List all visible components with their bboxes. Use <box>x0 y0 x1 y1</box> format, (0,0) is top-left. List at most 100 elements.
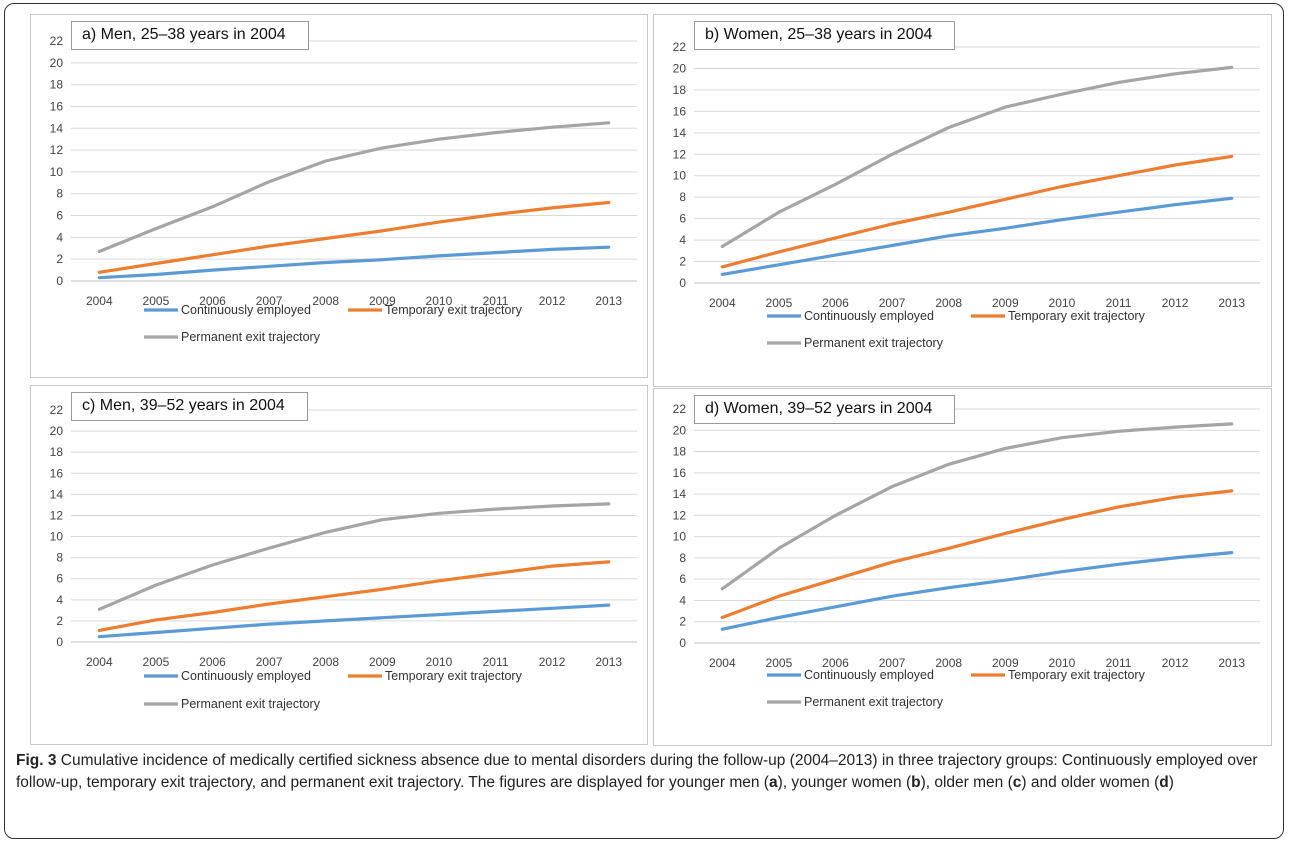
chart-c-y-tick-label: 18 <box>50 445 64 459</box>
chart-c-y-tick-label: 6 <box>56 572 63 586</box>
chart-a-x-tick-label: 2012 <box>539 294 566 308</box>
chart-b-x-tick-label: 2005 <box>766 296 793 310</box>
chart-c-x-tick-label: 2011 <box>483 655 509 669</box>
chart-a-y-tick-label: 22 <box>50 34 64 48</box>
chart-c-x-tick-label: 2013 <box>595 655 622 669</box>
chart-c-x-tick-label: 2012 <box>539 655 566 669</box>
chart-b-title: b) Women, 25–38 years in 2004 <box>694 21 956 50</box>
chart-d-legend-label-continuous: Continuously employed <box>804 668 934 682</box>
caption-text-5: ) <box>1168 773 1174 791</box>
chart-a-x-tick-label: 2004 <box>86 294 113 308</box>
chart-d-x-tick-label: 2009 <box>992 656 1019 670</box>
chart-d-y-tick-label: 8 <box>679 551 686 565</box>
chart-c-x-tick-label: 2004 <box>86 655 113 669</box>
chart-d-y-tick-label: 10 <box>673 530 687 544</box>
chart-a-x-tick-label: 2005 <box>143 294 170 308</box>
chart-b-x-tick-label: 2004 <box>709 296 736 310</box>
chart-b-x-tick-label: 2010 <box>1049 296 1076 310</box>
chart-d-x-tick-label: 2008 <box>935 656 962 670</box>
chart-c-y-tick-label: 12 <box>50 508 64 522</box>
chart-d-y-tick-label: 6 <box>679 572 686 586</box>
chart-a-y-tick-label: 6 <box>56 209 63 223</box>
caption-letter-a: a <box>768 773 778 791</box>
caption-letter-d: d <box>1159 773 1169 791</box>
chart-c-legend-label-temporary: Temporary exit trajectory <box>385 669 523 683</box>
chart-c-y-tick-label: 20 <box>50 424 64 438</box>
chart-b-y-tick-label: 6 <box>679 212 686 226</box>
caption-fig-label: Fig. 3 <box>16 752 57 769</box>
chart-b-x-tick-label: 2006 <box>822 296 849 310</box>
chart-b-y-tick-label: 8 <box>679 190 686 204</box>
chart-d-y-tick-label: 0 <box>679 636 686 650</box>
chart-a-y-tick-label: 10 <box>50 165 64 179</box>
chart-panel-a: 0 2 4 6 8 10 12 14 16 18 20 22 2004 2005 2006 2007 2008 2… <box>30 14 648 378</box>
chart-a-series-continuous-line <box>97 245 611 280</box>
chart-a-y-tick-label: 0 <box>56 274 63 288</box>
chart-b-y-tick-label: 0 <box>679 276 686 290</box>
chart-b-y-tick-label: 12 <box>673 147 687 161</box>
chart-d-y-tick-label: 18 <box>673 445 687 459</box>
chart-a-x-tick-label: 2013 <box>595 294 622 308</box>
chart-b-series-continuous-line <box>720 196 1234 276</box>
chart-b-x-tick-label: 2011 <box>1106 296 1132 310</box>
chart-d-x-tick-label: 2010 <box>1049 656 1076 670</box>
chart-b-x-tick-label: 2009 <box>992 296 1019 310</box>
chart-a-series-temporary-line <box>97 200 611 274</box>
chart-b-y-tick-label: 22 <box>673 40 687 54</box>
chart-c-title: c) Men, 39–52 years in 2004 <box>71 392 308 421</box>
chart-a-x-tick-label: 2007 <box>256 294 283 308</box>
chart-b-y-tick-label: 16 <box>673 104 687 118</box>
chart-c-y-tick-label: 22 <box>50 403 64 417</box>
chart-d-y-tick-label: 12 <box>673 508 687 522</box>
chart-c-series-temporary-line <box>97 560 611 632</box>
chart-b-legend-label-permanent: Permanent exit trajectory <box>804 336 944 350</box>
chart-d-x-tick-label: 2005 <box>766 656 793 670</box>
chart-d-y-tick-label: 2 <box>679 615 686 629</box>
chart-a-y-tick-label: 18 <box>50 78 64 92</box>
chart-c-legend-label-continuous: Continuously employed <box>181 669 311 683</box>
chart-c-series-permanent-line <box>97 502 611 611</box>
chart-a-x-tick-label: 2010 <box>426 294 453 308</box>
chart-a-svg: 0 2 4 6 8 10 12 14 16 18 20 22 2004 2005 2006 2007 2008 2… <box>50 34 637 344</box>
chart-b-y-tick-label: 2 <box>679 255 686 269</box>
chart-b-y-tick-label: 14 <box>673 126 687 140</box>
chart-c-x-tick-label: 2010 <box>426 655 453 669</box>
chart-b-legend-label-temporary: Temporary exit trajectory <box>1008 309 1146 323</box>
chart-b-series-permanent-line <box>720 65 1234 249</box>
caption-text-4: ) and older women ( <box>1021 773 1160 791</box>
chart-c-y-tick-label: 2 <box>56 614 63 628</box>
chart-d-y-tick-label: 20 <box>673 423 687 437</box>
chart-c-y-tick-label: 8 <box>56 551 63 565</box>
chart-b-svg: 0 2 4 6 8 10 12 14 16 18 20 22 2004 2005 2006 2007 2008 2… <box>673 40 1260 350</box>
chart-a-y-tick-label: 12 <box>50 143 64 157</box>
chart-c-x-tick-label: 2005 <box>143 655 170 669</box>
chart-a-legend-label-permanent: Permanent exit trajectory <box>181 330 321 344</box>
chart-c-series-continuous-line <box>97 603 611 639</box>
chart-d-svg: 0 2 4 6 8 10 12 14 16 18 20 22 2004 2005 2006 2007 2008 2… <box>673 402 1260 709</box>
chart-d-x-tick-label: 2004 <box>709 656 736 670</box>
chart-a-x-tick-label: 2009 <box>369 294 396 308</box>
chart-c-y-tick-label: 14 <box>50 487 64 501</box>
caption-letter-b: b <box>911 773 921 791</box>
chart-c-y-tick-label: 4 <box>56 593 63 607</box>
chart-a-title: a) Men, 25–38 years in 2004 <box>71 21 309 50</box>
chart-b-x-tick-label: 2007 <box>879 296 906 310</box>
chart-b-y-tick-label: 4 <box>679 233 686 247</box>
chart-a-y-tick-label: 8 <box>56 187 63 201</box>
chart-d-series-continuous-line <box>720 551 1234 631</box>
chart-d-legend-label-permanent: Permanent exit trajectory <box>804 695 944 709</box>
chart-b-y-tick-label: 18 <box>673 83 687 97</box>
chart-d-series-temporary-line <box>720 489 1234 620</box>
chart-b-x-tick-label: 2008 <box>935 296 962 310</box>
figure-caption: Fig. 3 Cumulative incidence of medically… <box>16 750 1274 793</box>
chart-c-svg: 0 2 4 6 8 10 12 14 16 18 20 22 2004 2005 2006 2007 2008 2… <box>50 403 637 711</box>
chart-d-x-tick-label: 2011 <box>1106 656 1132 670</box>
chart-d-series-permanent-line <box>720 422 1234 591</box>
figure-frame <box>4 3 1284 839</box>
caption-text-3: ), older men ( <box>920 773 1013 791</box>
chart-panel-c: 0 2 4 6 8 10 12 14 16 18 20 22 2004 2005 2006 2007 2008 2… <box>30 385 648 745</box>
chart-a-x-tick-label: 2008 <box>312 294 339 308</box>
chart-a-legend-label-continuous: Continuously employed <box>181 303 311 317</box>
chart-c-y-tick-label: 16 <box>50 466 64 480</box>
chart-panel-d: 0 2 4 6 8 10 12 14 16 18 20 22 2004 2005 2006 2007 2008 2… <box>653 388 1272 746</box>
